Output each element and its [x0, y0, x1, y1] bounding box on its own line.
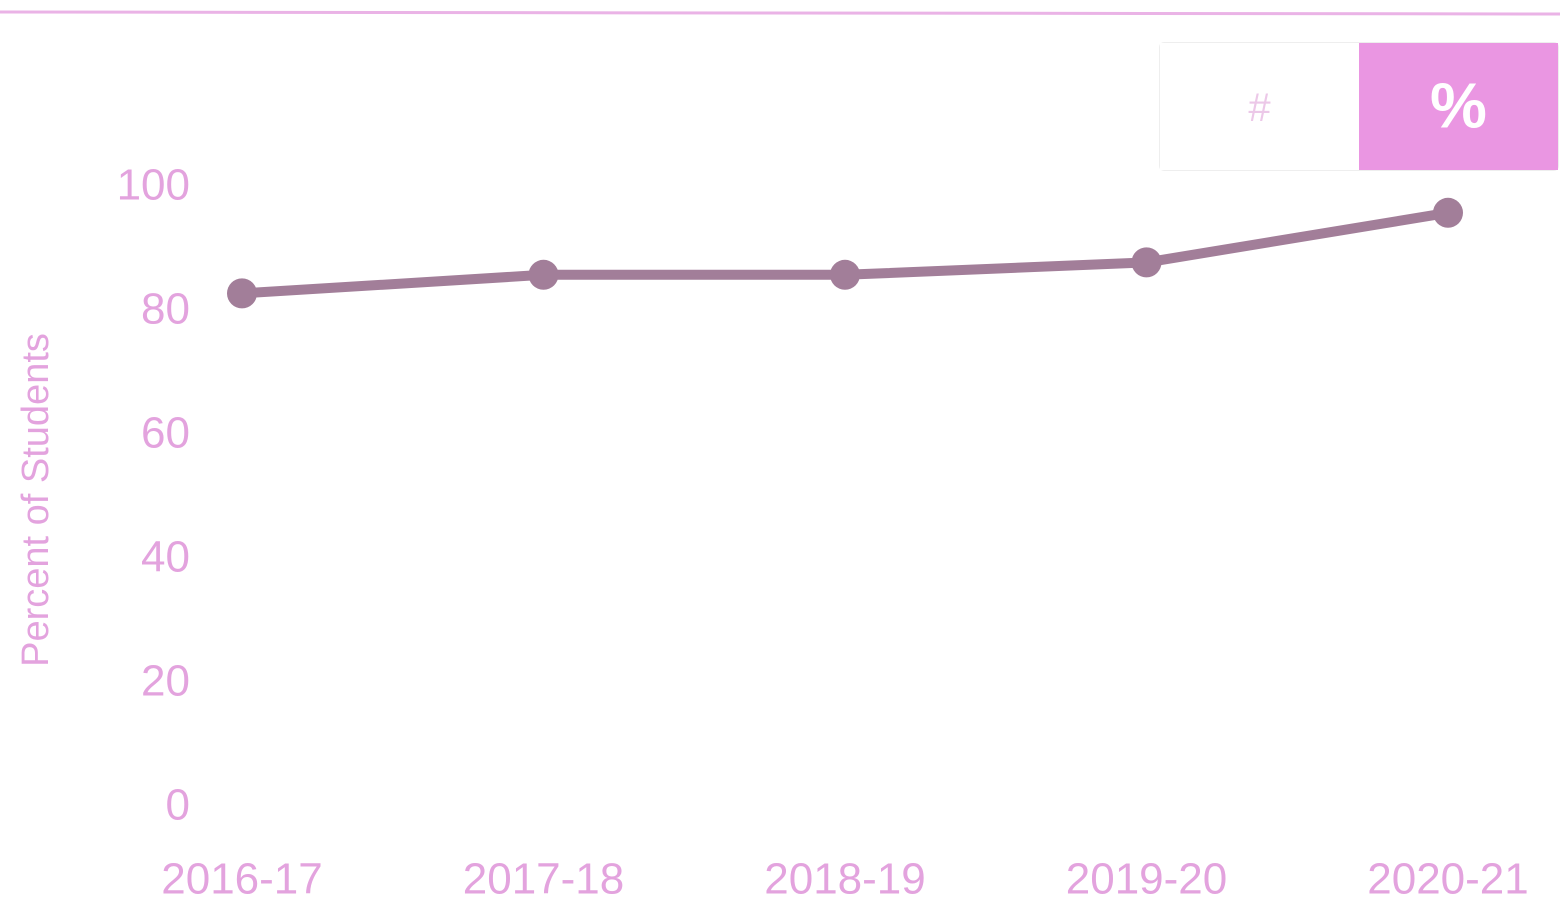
y-tick-label: 40 [141, 533, 190, 582]
y-axis-title: Percent of Students [15, 333, 57, 667]
point [1433, 197, 1463, 228]
x-tick-label: 2020-21 [1367, 855, 1528, 904]
point [528, 259, 559, 290]
toggle-button[interactable] [1359, 43, 1558, 170]
toggle-button[interactable] [1160, 43, 1359, 170]
y-tick-label: 20 [141, 657, 190, 706]
y-tick-label: 80 [141, 285, 190, 334]
point [1131, 247, 1162, 278]
point [830, 259, 860, 290]
y-tick-label: 100 [117, 161, 190, 210]
x-tick-label: 2018-19 [764, 855, 925, 904]
top-border [0, 10, 1560, 16]
x-tick-label: 2019-20 [1066, 855, 1227, 904]
x-tick-label: 2016-17 [161, 855, 322, 904]
y-tick-label: 60 [141, 409, 190, 458]
y-tick-label: 0 [166, 781, 190, 830]
toggle-label[interactable]: # [1248, 86, 1271, 130]
point [227, 278, 257, 309]
x-tick-label: 2017-18 [463, 855, 624, 904]
toggle-label[interactable]: % [1430, 69, 1487, 141]
